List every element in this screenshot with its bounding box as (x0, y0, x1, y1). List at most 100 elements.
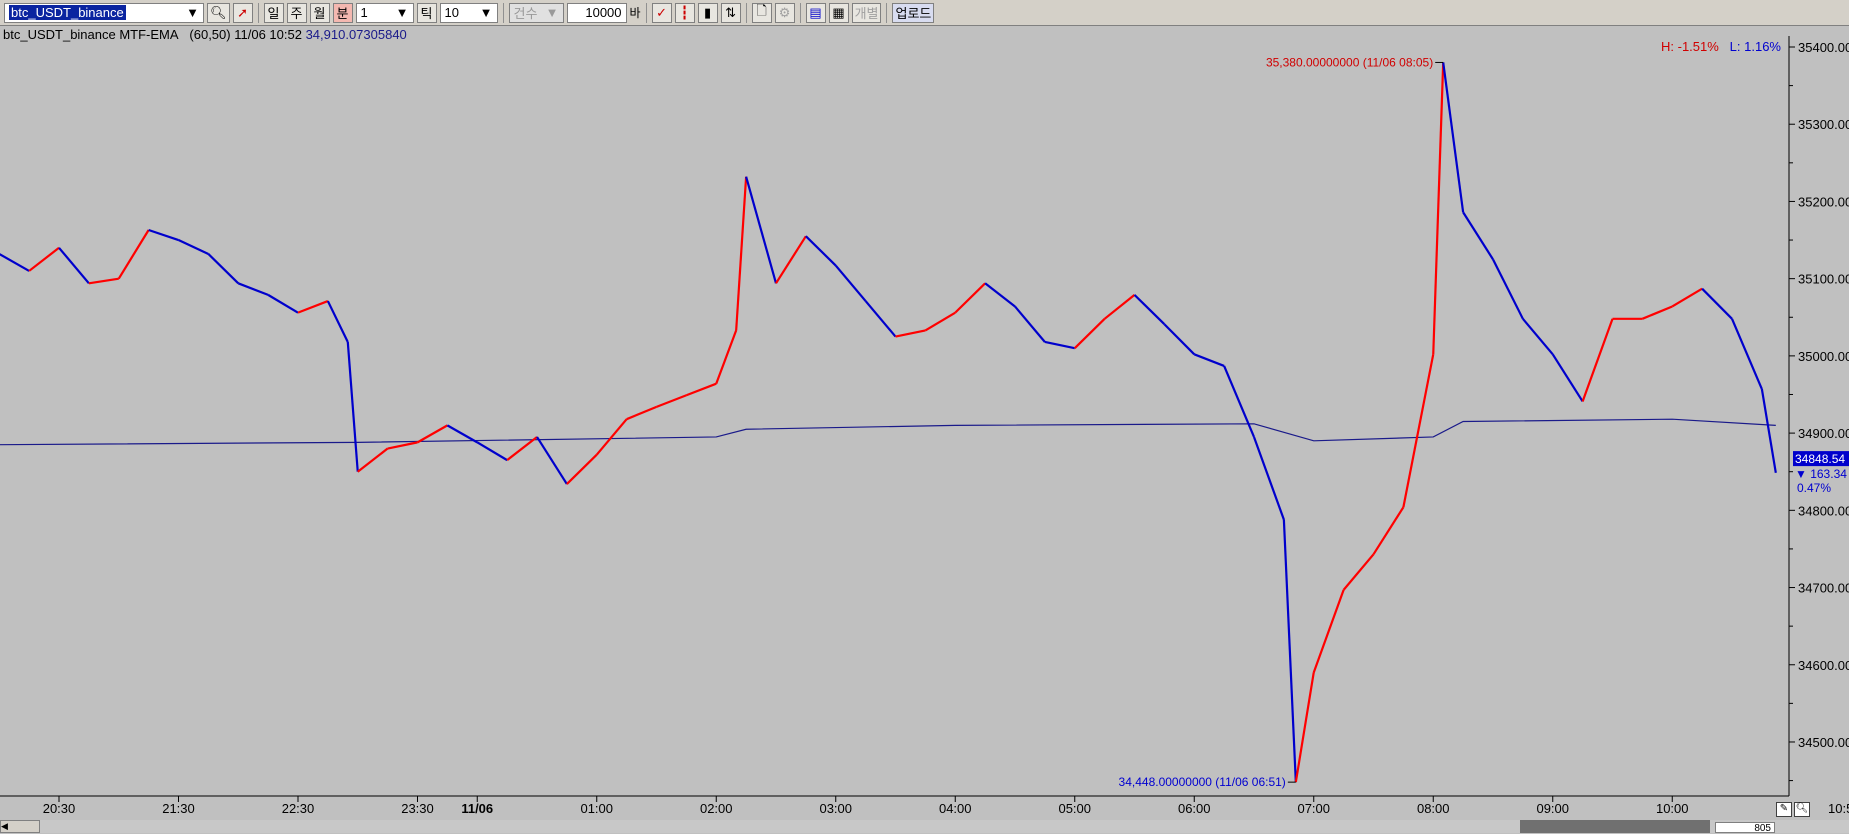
symbol-select[interactable]: btc_USDT_binance ▼ (4, 2, 204, 23)
price-segment (984, 282, 1016, 308)
y-tick-label: 34500.00 (1798, 735, 1849, 750)
x-tick-label: 10:00 (1656, 801, 1689, 816)
search-red-button[interactable]: ➚ (232, 2, 253, 23)
horizontal-scrollbar[interactable]: ◀ (0, 820, 1849, 833)
series-name: btc_USDT_binance MTF-EMA (3, 27, 179, 42)
x-tick-label: 10:5 (1828, 801, 1849, 816)
price-segment (745, 176, 778, 284)
minute-select[interactable]: 1 ▼ (355, 2, 414, 23)
price-change: ▼ 163.34 (1795, 467, 1847, 481)
x-tick-label: 08:00 (1417, 801, 1450, 816)
ema-line (0, 418, 1776, 446)
disabled-tool-button[interactable]: ⚙ (774, 2, 795, 23)
period-week-button[interactable]: 주 (286, 2, 307, 23)
bar-chart-button[interactable]: ▮ (697, 2, 718, 23)
x-tick-label: 22:30 (282, 801, 315, 816)
price-segment (805, 235, 837, 267)
bar-label: 바 (629, 6, 641, 20)
price-segment (28, 246, 60, 272)
count-select[interactable]: 건수 ▼ (508, 2, 564, 23)
price-segment (1282, 519, 1297, 783)
high-low-percent: H: -1.51% L: 1.16% (1661, 39, 1781, 54)
y-tick-label: 34900.00 (1798, 426, 1849, 441)
price-segment (834, 264, 867, 302)
count-value: 10000 (585, 5, 622, 20)
price-segment (1522, 318, 1554, 356)
price-segment (566, 453, 598, 485)
x-tick-label: 09:00 (1536, 801, 1569, 816)
price-segment (1294, 672, 1315, 783)
toolbar: btc_USDT_binance ▼ 🔍︎ ➚ 일 주 월 분 1 ▼ 틱 10 ▼ … (0, 0, 1849, 26)
price-segment (1551, 353, 1584, 403)
series-datetime: 11/06 10:52 (234, 27, 302, 42)
period-minute-button[interactable]: 분 (332, 2, 353, 23)
price-segment (626, 405, 657, 421)
chevron-down-icon: ▼ (479, 5, 493, 20)
upload-button[interactable]: 업로드 (892, 2, 935, 23)
grid-button[interactable]: ▦ (828, 2, 849, 23)
price-segment (1103, 294, 1136, 320)
candle-button[interactable]: ┇ (674, 2, 695, 23)
divider (257, 2, 259, 23)
period-day-button[interactable]: 일 (263, 2, 284, 23)
report-button[interactable]: ▤ (805, 2, 826, 23)
page-input[interactable]: 805 (1715, 822, 1775, 834)
price-segment (1492, 258, 1524, 320)
x-tick-label: 11/06 (461, 801, 493, 816)
minute-value: 1 (360, 5, 368, 20)
tick-button[interactable]: 틱 (416, 2, 437, 23)
period-month-button[interactable]: 월 (309, 2, 330, 23)
x-tick-label: 01:00 (580, 801, 613, 816)
price-segment (207, 253, 240, 285)
tick-select[interactable]: 10 ▼ (439, 2, 498, 23)
grid-icon: ▦ (832, 4, 845, 20)
divider (645, 2, 647, 23)
pencil-button[interactable]: ✎ (1776, 802, 1792, 817)
x-tick-label: 05:00 (1058, 801, 1091, 816)
zoom-button[interactable]: 🔍︎ (1794, 802, 1810, 817)
price-segment (1044, 340, 1075, 350)
max-annotation: 35,380.00000000 (11/06 08:05) (1266, 55, 1433, 69)
price-segment (895, 329, 926, 338)
scroll-thumb[interactable] (1520, 820, 1710, 833)
chart-tools: ✎ 🔍︎ (1776, 802, 1810, 817)
price-segment (1432, 62, 1445, 355)
price-segment (506, 436, 538, 461)
tick-value: 10 (444, 5, 459, 20)
price-segment (735, 176, 748, 331)
divider (799, 2, 801, 23)
count-input[interactable]: 10000 (566, 2, 627, 23)
zoom-icon: 🔍︎ (1795, 803, 1809, 814)
price-segment (387, 441, 418, 450)
price-segment (715, 330, 738, 385)
x-tick-label: 20:30 (43, 801, 76, 816)
price-segment (954, 282, 986, 314)
divider (745, 2, 747, 23)
price-segment (1462, 211, 1494, 260)
count-label: 건수 (513, 6, 538, 21)
scroll-left-button[interactable]: ◀ (0, 820, 40, 833)
y-tick-label: 34700.00 (1798, 581, 1849, 596)
x-tick-label: 21:30 (162, 801, 195, 816)
symbol-value: btc_USDT_binance (9, 5, 126, 20)
x-tick-label: 04:00 (939, 801, 972, 816)
search-icon: 🔍︎ (210, 4, 227, 20)
price-segment (326, 300, 349, 343)
updown-button[interactable]: ⇅ (720, 2, 741, 23)
search-button[interactable]: 🔍︎ (207, 2, 230, 23)
price-segment (595, 418, 628, 456)
bars-icon: ▮ (703, 4, 712, 20)
chart-check-button[interactable]: ✓ (651, 2, 672, 23)
line-check-icon: ✓ (656, 4, 668, 20)
document-button[interactable]: 🗋 (751, 2, 772, 23)
up-down-arrow-icon: ⇅ (725, 4, 737, 20)
chevron-down-icon: ▼ (186, 5, 199, 20)
y-tick-label: 35300.00 (1798, 117, 1849, 132)
document-icon: 🗋 (756, 2, 767, 18)
price-segment (1671, 287, 1703, 308)
x-tick-label: 07:00 (1297, 801, 1330, 816)
price-segment (1402, 354, 1435, 508)
price-segment (267, 293, 299, 314)
individual-button[interactable]: 개별 (851, 2, 882, 23)
